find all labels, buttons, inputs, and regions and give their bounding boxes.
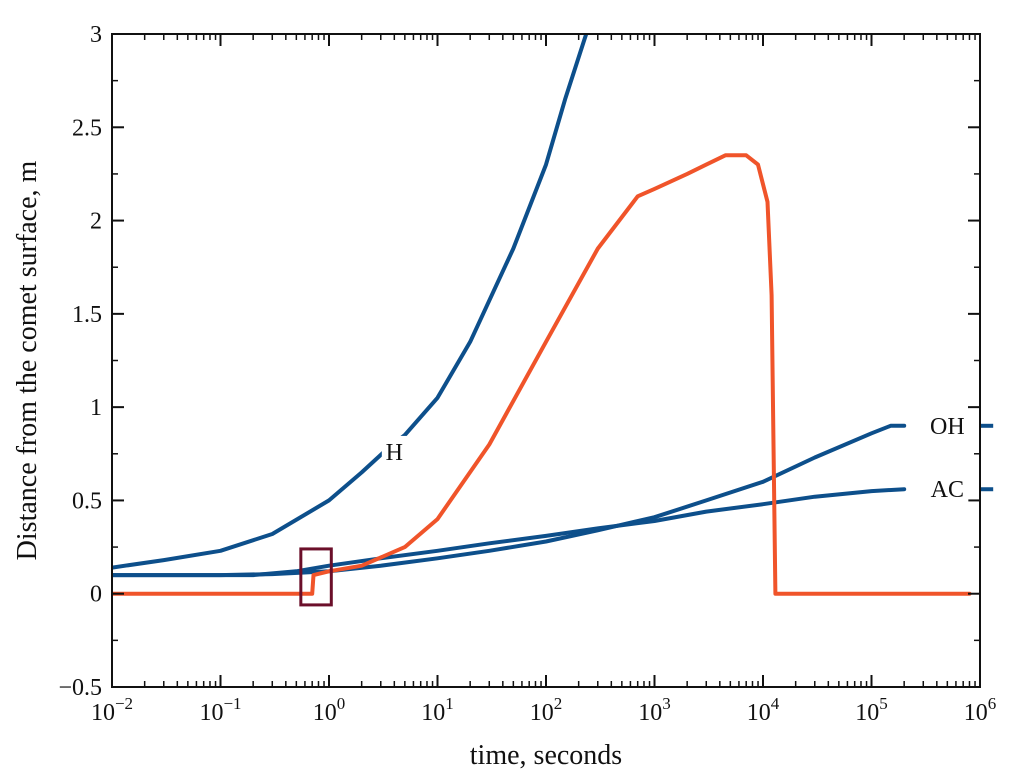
x-tick-label: 106 xyxy=(964,694,997,726)
annotation-bg xyxy=(926,473,969,504)
y-tick-label: −0.5 xyxy=(58,675,102,701)
y-tick-label: 0 xyxy=(90,582,102,608)
series-line-orange-3 xyxy=(112,153,972,596)
curve-label-oh: OH xyxy=(930,414,965,440)
curve-label-h: H xyxy=(386,440,403,466)
x-tick-label: 103 xyxy=(638,694,671,726)
plot-frame xyxy=(111,33,981,688)
y-tick-label: 0.5 xyxy=(72,488,102,514)
y-tick-label: 1 xyxy=(90,395,102,421)
x-tick-label: 104 xyxy=(747,694,780,726)
annotation-bg xyxy=(926,409,969,440)
x-tick-label: 10−2 xyxy=(91,694,133,726)
labels-layer: 10−2 10−1 100 101 102 103 104 105 106 −0.5 0 0.5 1 1.… xyxy=(58,22,996,726)
x-tick-label: 102 xyxy=(530,694,563,726)
series-layer xyxy=(112,34,972,596)
y-tick-label: 2.5 xyxy=(72,115,102,141)
x-tick-label: 100 xyxy=(313,694,346,726)
y-tick-label: 2 xyxy=(90,209,102,235)
y-tick-label: 1.5 xyxy=(72,302,102,328)
x-tick-label: 105 xyxy=(855,694,888,726)
x-tick-label: 101 xyxy=(421,694,454,726)
y-tick-label: 3 xyxy=(90,22,102,48)
highlight-box xyxy=(299,547,333,607)
x-axis-title: time, seconds xyxy=(470,740,622,771)
curve-label-ac: AC xyxy=(931,477,964,503)
x-tick-label: 10−1 xyxy=(199,694,241,726)
y-axis-title: Distance from the comet surface, m xyxy=(12,160,43,560)
series-line-h xyxy=(112,34,589,570)
annotation-bg xyxy=(381,435,407,466)
series-line-ac xyxy=(112,487,907,578)
ticks-layer xyxy=(111,33,981,688)
overlay-layer xyxy=(299,423,994,607)
